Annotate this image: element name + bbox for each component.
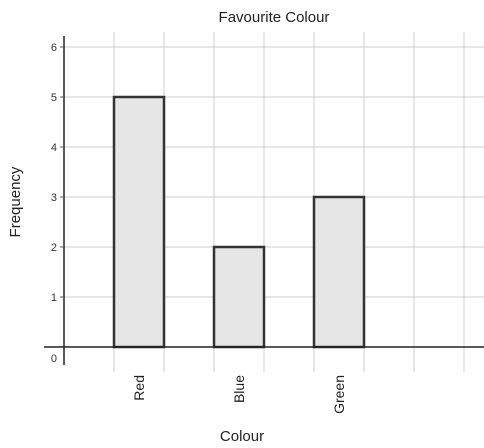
- y-tick-label: 3: [51, 192, 57, 204]
- bar-red: [112, 95, 166, 349]
- grid: [64, 32, 484, 372]
- y-tick-label: 4: [51, 142, 57, 154]
- chart-title: Favourite Colour: [219, 9, 330, 26]
- y-tick-label: 1: [51, 292, 57, 304]
- bar-blue: [212, 245, 266, 349]
- x-axis-title: Colour: [220, 428, 264, 445]
- y-axis-title: Frequency: [7, 166, 24, 237]
- x-category-label: Green: [331, 375, 347, 414]
- y-tick-label: 6: [51, 42, 57, 54]
- bars: [112, 95, 366, 349]
- y-tick-label: 0: [51, 353, 57, 365]
- axes: [44, 36, 484, 365]
- x-category-label: Red: [131, 375, 147, 401]
- y-tick-label: 2: [51, 242, 57, 254]
- y-tick-label: 5: [51, 92, 57, 104]
- x-category-labels: Red Blue Green: [131, 375, 347, 414]
- bar-green: [312, 195, 366, 349]
- y-tick-labels: 0 1 2 3 4 5 6: [51, 42, 64, 365]
- x-category-label: Blue: [231, 375, 247, 403]
